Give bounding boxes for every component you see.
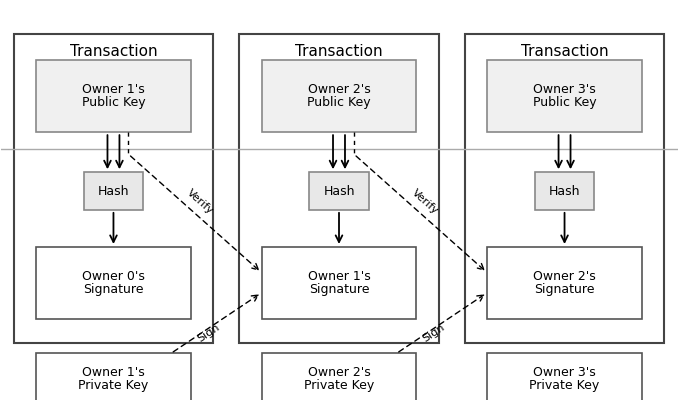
Text: Transaction: Transaction [521,44,608,59]
Bar [488,247,642,318]
Bar [488,61,642,132]
Text: Owner 0's: Owner 0's [82,270,145,283]
Text: Transaction: Transaction [295,44,383,59]
Text: Owner 2's: Owner 2's [308,367,370,379]
Text: Public Key: Public Key [307,96,371,109]
Bar [36,353,191,401]
Text: Owner 3's: Owner 3's [533,367,596,379]
Bar [239,34,439,342]
Text: Private Key: Private Key [304,379,374,392]
Bar [464,34,664,342]
Bar [488,353,642,401]
Bar [534,172,595,210]
Text: Transaction: Transaction [70,44,158,59]
Text: Sign: Sign [421,322,447,344]
Text: Verify: Verify [410,187,441,216]
Text: Hash: Hash [98,184,129,198]
Text: Owner 2's: Owner 2's [308,83,370,96]
Text: Private Key: Private Key [530,379,600,392]
Text: Signature: Signature [534,283,595,296]
Text: Owner 1's: Owner 1's [82,83,145,96]
Bar [14,34,213,342]
Text: Hash: Hash [323,184,354,198]
Text: Signature: Signature [309,283,369,296]
Bar [84,172,143,210]
Text: Owner 1's: Owner 1's [308,270,370,283]
Text: Public Key: Public Key [533,96,596,109]
Bar [261,353,416,401]
Bar [36,247,191,318]
Text: Hash: Hash [549,184,581,198]
Text: Owner 2's: Owner 2's [533,270,596,283]
Text: Sign: Sign [196,322,221,344]
Text: Verify: Verify [185,187,215,216]
Bar [36,61,191,132]
Text: Public Key: Public Key [81,96,145,109]
Text: Signature: Signature [84,283,144,296]
Bar [261,61,416,132]
Text: Owner 1's: Owner 1's [82,367,145,379]
Bar [309,172,369,210]
Bar [261,247,416,318]
Text: Owner 3's: Owner 3's [533,83,596,96]
Text: Private Key: Private Key [78,379,149,392]
